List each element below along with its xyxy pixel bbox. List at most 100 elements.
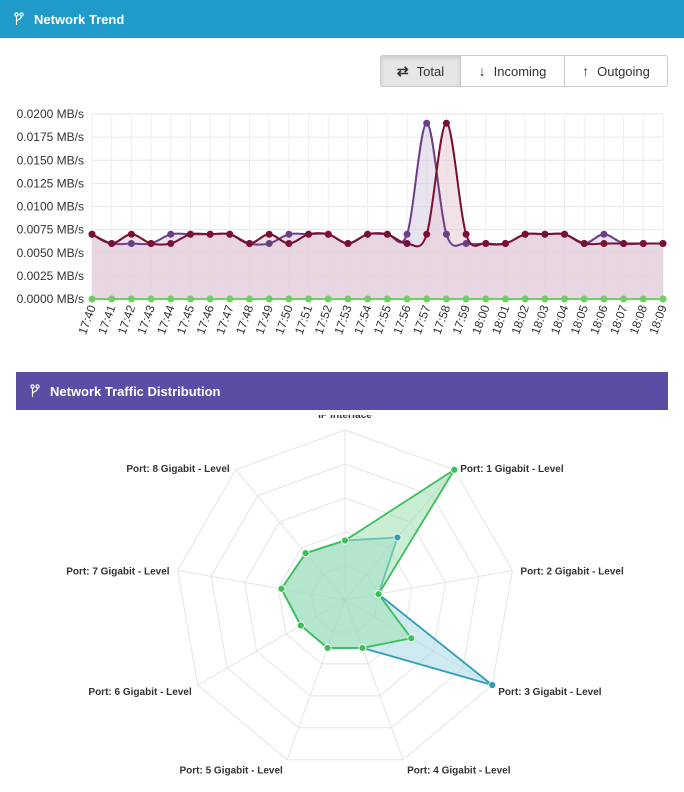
- data-point: [246, 240, 254, 247]
- data-point: [403, 230, 411, 238]
- data-point: [324, 230, 332, 238]
- traffic-distribution-header: Network Traffic Distribution: [16, 372, 668, 410]
- radar-point: [323, 644, 332, 652]
- y-tick-label: 0.0025 MB/s: [17, 269, 84, 283]
- data-point: [501, 295, 509, 303]
- y-tick-label: 0.0125 MB/s: [17, 176, 84, 190]
- radar-ring: [277, 531, 413, 665]
- radar-axis-label: Port: 1 Gigabit - Level: [460, 464, 564, 475]
- data-point: [580, 295, 588, 303]
- data-point: [127, 240, 135, 247]
- radar-point: [393, 533, 402, 542]
- data-point: [600, 240, 608, 247]
- data-point: [285, 295, 293, 303]
- radar-axis-label: Port: 8 Gigabit - Level: [126, 464, 230, 475]
- arrow-down-icon: ↓: [478, 63, 486, 79]
- y-tick-label: 0.0100 MB/s: [17, 200, 84, 214]
- data-point: [423, 119, 431, 127]
- data-point: [521, 230, 529, 238]
- radar-series: [280, 469, 456, 649]
- data-point: [226, 230, 234, 238]
- radar-point: [277, 584, 286, 593]
- data-point: [600, 295, 608, 303]
- data-point: [462, 240, 470, 247]
- x-tick-label: 18:09: [646, 303, 670, 336]
- traffic-direction-toggle: ⇄ Total ↓ Incoming ↑ Outgoing: [380, 55, 668, 87]
- total-button[interactable]: ⇄ Total: [380, 55, 461, 87]
- y-tick-label: 0.0200 MB/s: [17, 107, 84, 121]
- incoming-button[interactable]: ↓ Incoming: [461, 55, 565, 87]
- data-point: [246, 295, 254, 303]
- data-point: [600, 230, 608, 238]
- series-area: [92, 123, 663, 299]
- data-point: [285, 230, 293, 238]
- data-point: [226, 295, 234, 303]
- data-point: [88, 230, 96, 238]
- data-point: [88, 295, 96, 303]
- data-point: [561, 230, 569, 238]
- data-point: [108, 240, 116, 247]
- data-point: [639, 240, 647, 247]
- data-point: [482, 295, 490, 303]
- radar-axis-label: Port: 4 Gigabit - Level: [407, 766, 511, 777]
- arrow-up-icon: ↑: [582, 63, 590, 79]
- data-point: [659, 295, 667, 303]
- radar-ring: [210, 463, 480, 729]
- radar-point: [358, 644, 367, 652]
- data-point: [541, 230, 549, 238]
- data-point: [423, 295, 431, 303]
- data-point: [206, 295, 214, 303]
- radar-axis-label: Port: 7 Gigabit - Level: [66, 566, 170, 577]
- radar-ring: [244, 497, 446, 697]
- data-point: [305, 295, 313, 303]
- data-point: [482, 240, 490, 247]
- radar-ring: [177, 429, 513, 761]
- network-trend-title: Network Trend: [34, 11, 125, 27]
- network-trend-header: Network Trend: [0, 0, 684, 38]
- data-point: [423, 230, 431, 238]
- data-point: [403, 295, 411, 303]
- radar-point: [374, 590, 383, 598]
- outgoing-button[interactable]: ↑ Outgoing: [565, 55, 668, 87]
- traffic-distribution-title: Network Traffic Distribution: [50, 383, 221, 399]
- data-point: [167, 240, 175, 247]
- data-point: [442, 295, 450, 303]
- data-point: [561, 295, 569, 303]
- data-point: [167, 295, 175, 303]
- radar-axis-label: Port: 6 Gigabit - Level: [88, 687, 192, 698]
- data-point: [265, 240, 273, 247]
- traffic-distribution-radar: IP Interface Port: 1 Gigabit - Level Port:…: [66, 415, 624, 777]
- radar-point: [301, 549, 310, 558]
- data-point: [442, 230, 450, 238]
- data-point: [186, 230, 194, 238]
- data-point: [639, 295, 647, 303]
- data-point: [265, 295, 273, 303]
- data-point: [127, 230, 135, 238]
- data-point: [147, 295, 155, 303]
- data-point: [580, 240, 588, 247]
- radar-axis-label: Port: 3 Gigabit - Level: [498, 687, 602, 698]
- data-point: [364, 230, 372, 238]
- series-line: [91, 122, 663, 247]
- data-point: [305, 230, 313, 238]
- swap-icon: ⇄: [396, 62, 409, 79]
- data-point: [108, 295, 116, 303]
- branch-icon: [14, 12, 24, 26]
- data-point: [462, 230, 470, 238]
- data-point: [344, 240, 352, 247]
- data-point: [167, 230, 175, 238]
- data-point: [364, 295, 372, 303]
- data-point: [265, 230, 273, 238]
- y-tick-label: 0.0050 MB/s: [17, 246, 84, 260]
- data-point: [462, 295, 470, 303]
- data-point: [403, 240, 411, 247]
- data-point: [285, 240, 293, 247]
- radar-axis-label: IP Interface: [318, 415, 372, 421]
- data-point: [383, 230, 391, 238]
- radar-axis-label: Port: 2 Gigabit - Level: [520, 566, 624, 577]
- data-point: [541, 295, 549, 303]
- radar-point: [407, 634, 416, 643]
- data-point: [620, 240, 628, 247]
- data-point: [127, 295, 135, 303]
- radar-axis-label: Port: 5 Gigabit - Level: [179, 766, 283, 777]
